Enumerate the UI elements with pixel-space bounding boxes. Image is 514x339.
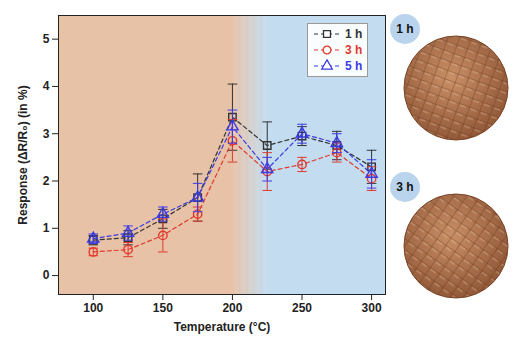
svg-text:200: 200	[222, 301, 242, 315]
svg-text:150: 150	[153, 301, 173, 315]
svg-text:2: 2	[43, 174, 50, 188]
svg-text:Response (ΔR/R₀) (in %): Response (ΔR/R₀) (in %)	[16, 85, 30, 224]
svg-text:5: 5	[43, 32, 50, 46]
svg-text:300: 300	[362, 301, 382, 315]
html-text:5 h: 5 h	[345, 59, 363, 73]
svg-text:3: 3	[43, 127, 50, 141]
svg-text:4: 4	[43, 79, 50, 93]
svg-text:Temperature (°C): Temperature (°C)	[174, 320, 271, 334]
svg-text:0: 0	[43, 268, 50, 282]
html-text:3 h: 3 h	[345, 43, 363, 57]
svg-text:100: 100	[83, 301, 103, 315]
svg-text:250: 250	[292, 301, 312, 315]
svg-text:1: 1	[43, 221, 50, 235]
html-text:1 h: 1 h	[345, 27, 363, 41]
html-text:3 h: 3 h	[396, 180, 414, 194]
html-text:1 h: 1 h	[396, 22, 414, 36]
